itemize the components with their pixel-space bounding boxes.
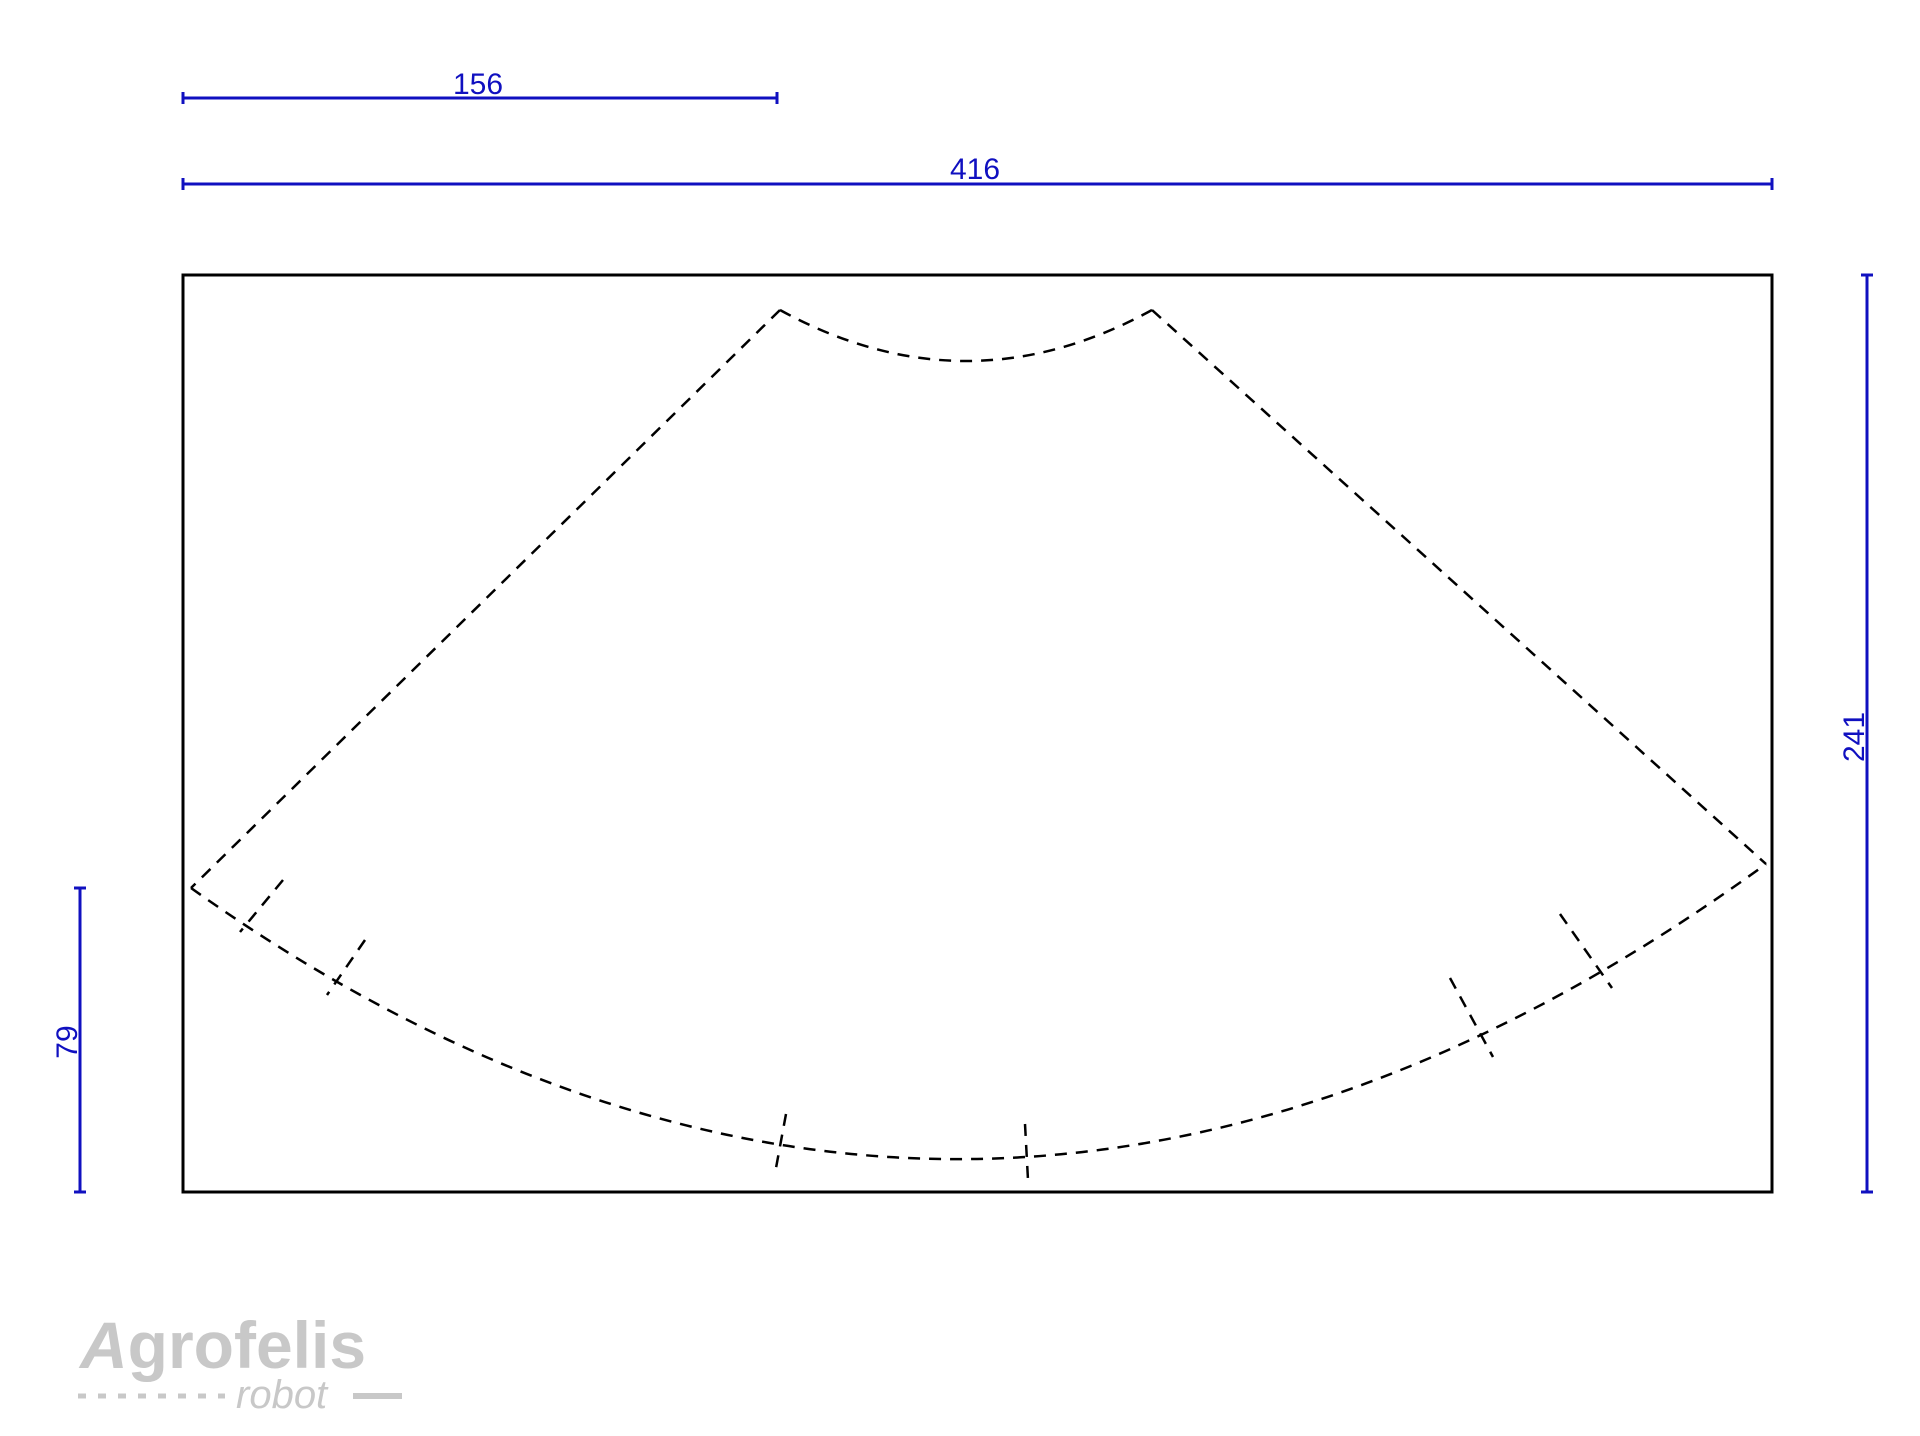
notch-4 [1023,1123,1030,1181]
logo-letter-a: A [78,1308,128,1382]
notch-3 [774,1113,788,1169]
dimension-label-241: 241 [1838,712,1871,762]
template-left-edge [190,309,781,889]
agrofelis-logo: Agrofelis robot [78,1308,402,1417]
dimension-label-156: 156 [453,68,503,101]
template-right-edge [1151,309,1767,865]
dimension-156 [181,92,779,104]
logo-wordmark: grofelis [128,1308,366,1382]
notch-1 [239,879,284,933]
cut-template [190,308,1767,1181]
dimension-241 [1861,273,1873,1194]
dimension-79 [74,886,86,1194]
template-inner-arc [779,308,1153,363]
notch-6 [1558,913,1614,989]
dimension-label-79: 79 [51,1025,84,1058]
svg-text:Agrofelis: Agrofelis [78,1308,366,1382]
template-outer-arc [190,862,1767,1161]
sheet-outline [181,273,1774,1194]
notch-2 [325,939,367,996]
dimension-label-416: 416 [950,153,1000,186]
dimension-416 [181,178,1774,190]
logo-subtitle: robot [236,1373,329,1417]
notch-5 [1448,977,1495,1058]
